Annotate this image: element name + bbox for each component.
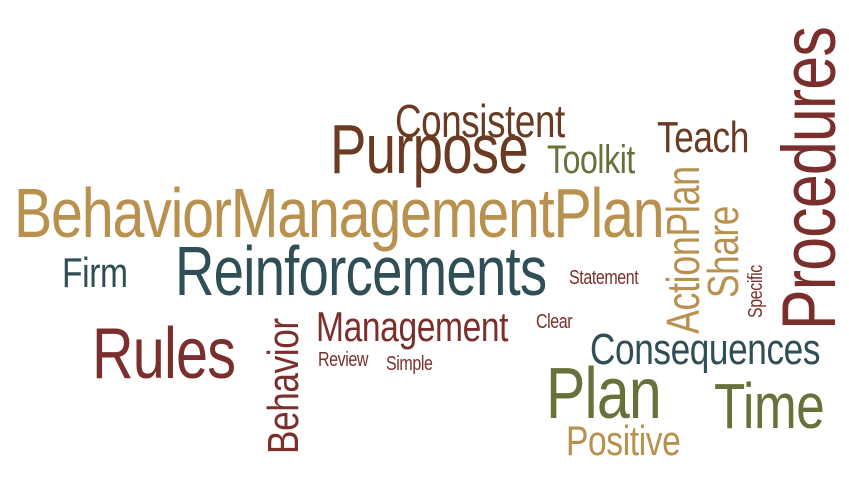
word-share: Share xyxy=(699,206,748,298)
word-firm: Firm xyxy=(62,249,128,296)
word-consistent: Consistent xyxy=(395,95,565,147)
word-toolkit: Toolkit xyxy=(547,138,635,182)
word-purpose: Purpose xyxy=(330,110,529,188)
word-plan: Plan xyxy=(546,354,662,434)
word-specific: Specific xyxy=(745,265,767,318)
word-management: Management xyxy=(316,303,509,350)
word-review: Review xyxy=(318,349,369,371)
word-consequences: Consequences xyxy=(590,325,821,374)
word-rules: Rules xyxy=(92,314,236,394)
word-reinforcements: Reinforcements xyxy=(175,232,547,310)
word-positive: Positive xyxy=(566,417,681,464)
word-time: Time xyxy=(714,370,825,442)
word-procedures: Procedures xyxy=(767,27,849,331)
word-behavior: Behavior xyxy=(259,318,308,454)
word-clear: Clear xyxy=(536,311,573,333)
word-teach: Teach xyxy=(657,113,749,162)
word-behavior-management-plan: BehaviorManagementPlan xyxy=(14,174,665,252)
word-statement: Statement xyxy=(569,267,639,289)
word-simple: Simple xyxy=(386,353,433,375)
